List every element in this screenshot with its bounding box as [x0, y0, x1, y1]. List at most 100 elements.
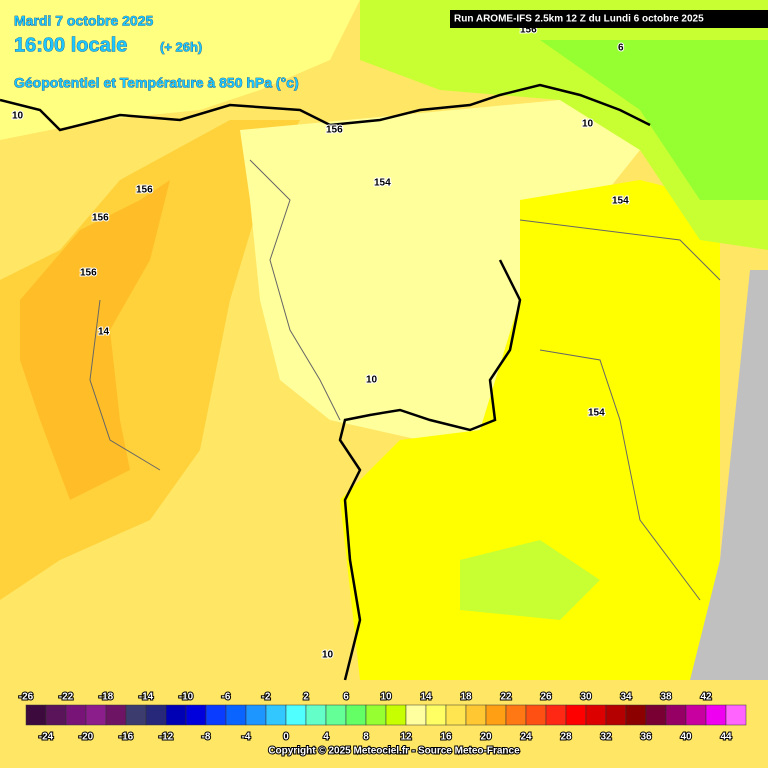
border [89, 299, 161, 471]
field-zone [340, 180, 720, 680]
colorbar-swatch [685, 704, 707, 726]
contour-label: 154 [374, 178, 391, 189]
colorbar-label: 2 [303, 692, 309, 703]
border [89, 159, 721, 601]
colorbar-swatch [485, 704, 507, 726]
run-box [450, 10, 768, 28]
colorbar-label: 12 [400, 732, 412, 743]
colorbar-label: 6 [343, 692, 349, 703]
colorbar-swatch [125, 704, 147, 726]
colorbar-swatch [605, 704, 627, 726]
colorbar-swatch [25, 704, 47, 726]
colorbar-swatch [665, 704, 687, 726]
colorbar-label: -4 [242, 732, 251, 743]
contour-label: 156 [326, 125, 343, 136]
field-title: Géopotentiel et Température à 850 hPa (°… [14, 75, 299, 91]
copyright: Copyright © 2025 Meteociel.fr - Source M… [268, 746, 520, 757]
colorbar-label: 40 [680, 732, 692, 743]
border [539, 349, 701, 601]
colorbar-label: 32 [600, 732, 612, 743]
colorbar-label: -16 [119, 732, 134, 743]
colorbar-swatch [365, 704, 387, 726]
colorbar-label: 14 [420, 692, 432, 703]
run-info: Run AROME-IFS 2.5km 12 Z du Lundi 6 octo… [454, 14, 704, 25]
contour-label: 154 [612, 196, 629, 207]
colorbar-swatch [145, 704, 167, 726]
colorbar-swatch [305, 704, 327, 726]
colorbar-label: 44 [720, 732, 732, 743]
colorbar-label: -22 [59, 692, 74, 703]
colorbar-swatch [385, 704, 407, 726]
contour-label: 156 [80, 268, 97, 279]
colorbar-swatch [245, 704, 267, 726]
colorbar: -26-24-22-20-18-16-14-12-10-8-6-4-202468… [18, 691, 747, 744]
colorbar-swatch [705, 704, 727, 726]
colorbar-label: 18 [460, 692, 472, 703]
colorbar-swatch [205, 704, 227, 726]
colorbar-swatch [225, 704, 247, 726]
coastline [0, 83, 651, 132]
no-data-zone [690, 270, 768, 680]
colorbar-label: 20 [480, 732, 492, 743]
field-zone [240, 100, 640, 440]
colorbar-label: 34 [620, 692, 632, 703]
colorbar-label: 22 [500, 692, 512, 703]
colorbar-label: 4 [323, 732, 329, 743]
colorbar-swatch [445, 704, 467, 726]
colorbar-swatch [525, 704, 547, 726]
contour-label: 154 [588, 408, 605, 419]
colorbar-label: 28 [560, 732, 572, 743]
colorbar-swatch [285, 704, 307, 726]
coastline [338, 259, 522, 681]
colorbar-label: 8 [363, 732, 369, 743]
colorbar-label: 30 [580, 692, 592, 703]
colorbar-swatch [65, 704, 87, 726]
colorbar-label: 26 [540, 692, 552, 703]
colorbar-swatch [165, 704, 187, 726]
contour-label: 10 [582, 119, 594, 130]
border [249, 159, 341, 421]
colorbar-swatch [565, 704, 587, 726]
colorbar-label: 0 [283, 732, 289, 743]
coastline [0, 83, 651, 681]
contour-label: 156 [92, 213, 109, 224]
colorbar-label: -18 [99, 692, 114, 703]
colorbar-swatch [405, 704, 427, 726]
time: 16:00 locale [14, 34, 127, 56]
contour-label: 156 [136, 185, 153, 196]
colorbar-swatch [545, 704, 567, 726]
colorbar-label: 36 [640, 732, 652, 743]
colorbar-label: 16 [440, 732, 452, 743]
colorbar-label: 42 [700, 692, 712, 703]
colorbar-label: -20 [79, 732, 94, 743]
border [519, 219, 721, 281]
colorbar-swatch [325, 704, 347, 726]
contour-label: 6 [618, 43, 624, 54]
colorbar-swatch [265, 704, 287, 726]
contour-label: 10 [12, 111, 24, 122]
colorbar-swatch [585, 704, 607, 726]
colorbar-swatch [45, 704, 67, 726]
colorbar-label: -24 [39, 732, 54, 743]
colorbar-swatch [185, 704, 207, 726]
colorbar-label: -8 [202, 732, 211, 743]
colorbar-label: 38 [660, 692, 672, 703]
colorbar-label: -10 [179, 692, 194, 703]
colorbar-swatch [105, 704, 127, 726]
lead-time: (+ 26h) [160, 39, 202, 54]
contour-label: 14 [98, 327, 110, 338]
colorbar-label: 10 [380, 692, 392, 703]
field-zone [540, 40, 768, 200]
colorbar-label: -14 [139, 692, 154, 703]
date: Mardi 7 octobre 2025 [14, 13, 153, 29]
contour-label: 10 [322, 650, 334, 661]
colorbar-swatch [85, 704, 107, 726]
colorbar-swatch [725, 704, 747, 726]
colorbar-swatch [625, 704, 647, 726]
field-zone [460, 540, 600, 620]
colorbar-swatch [645, 704, 667, 726]
colorbar-label: -2 [262, 692, 271, 703]
colorbar-label: -12 [159, 732, 174, 743]
colorbar-swatch [345, 704, 367, 726]
